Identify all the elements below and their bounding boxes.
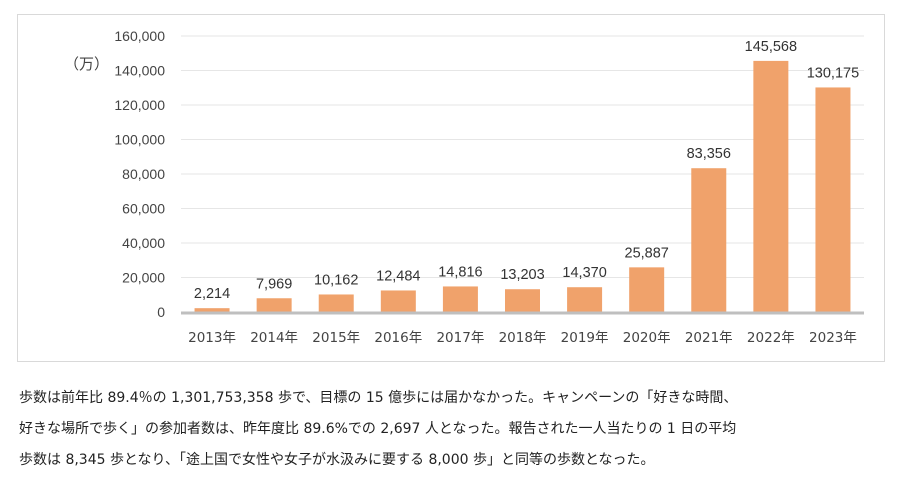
x-tick-label: 2015年: [312, 330, 360, 346]
x-tick-label: 2020年: [623, 330, 671, 346]
gridlines: [181, 35, 864, 278]
bar: [815, 87, 851, 313]
y-tick-label: 140,000: [114, 63, 165, 79]
data-label: 7,969: [256, 276, 292, 292]
data-label: 14,816: [438, 264, 482, 280]
data-label: 145,568: [745, 39, 797, 55]
data-label: 10,162: [314, 272, 358, 288]
y-tick-label: 20,000: [122, 270, 165, 286]
caption-line-2: 好きな場所で歩く」の参加者数は、昨年度比 89.6%での 2,697 人となった…: [19, 421, 737, 437]
x-tick-label: 2022年: [747, 330, 795, 346]
y-tick-label: 0: [157, 304, 165, 320]
caption-line-1: 歩数は前年比 89.4％の 1,301,753,358 歩で、目標の 15 億歩…: [19, 390, 738, 406]
y-tick-label: 120,000: [114, 97, 165, 113]
bar: [194, 308, 230, 312]
bar: [505, 289, 540, 312]
x-tick-label: 2014年: [250, 330, 298, 346]
data-label: 130,175: [807, 65, 859, 81]
x-tick-label: 2016年: [374, 330, 422, 346]
x-tick-label: 2017年: [436, 330, 484, 346]
y-tick-label: 160,000: [114, 28, 165, 44]
bars: [194, 60, 851, 313]
y-tick-label: 100,000: [114, 132, 165, 148]
x-tick-label: 2021年: [685, 330, 733, 346]
labels: 0 20,000 40,000 60,000 80,000 100,000 120,000 1…: [114, 28, 859, 346]
y-unit-label: （万）: [64, 55, 110, 73]
bar: [691, 168, 727, 312]
bar: [753, 60, 789, 312]
caption-line-3: 歩数は 8,345 歩となり、「途上国で女性や女子が水汲みに要する 8,000 …: [19, 452, 655, 468]
chart-frame: （万） 0 20,000 40,000 60,000 80,000 100,000 120,…: [17, 14, 885, 362]
x-tick-label: 2013年: [188, 330, 236, 346]
bar-chart: 0 20,000 40,000 60,000 80,000 100,000 120,000 1…: [114, 28, 864, 346]
bar: [380, 290, 416, 312]
x-tick-label: 2023年: [809, 330, 857, 346]
data-label: 12,484: [376, 268, 420, 284]
caption: 歩数は前年比 89.4％の 1,301,753,358 歩で、目標の 15 億歩…: [19, 383, 891, 476]
y-tick-label: 60,000: [122, 201, 165, 217]
x-tick-label: 2018年: [499, 330, 547, 346]
data-label: 25,887: [625, 245, 669, 261]
bar: [567, 287, 603, 312]
x-tick-label: 2019年: [561, 330, 609, 346]
data-label: 13,203: [500, 267, 544, 283]
bar: [318, 294, 354, 312]
bar: [629, 267, 665, 312]
bar: [256, 298, 292, 312]
y-tick-label: 80,000: [122, 166, 165, 182]
data-label: 14,370: [562, 265, 606, 281]
y-tick-label: 40,000: [122, 235, 165, 251]
bar: [442, 286, 478, 312]
data-label: 83,356: [687, 146, 731, 162]
data-label: 2,214: [194, 286, 230, 302]
